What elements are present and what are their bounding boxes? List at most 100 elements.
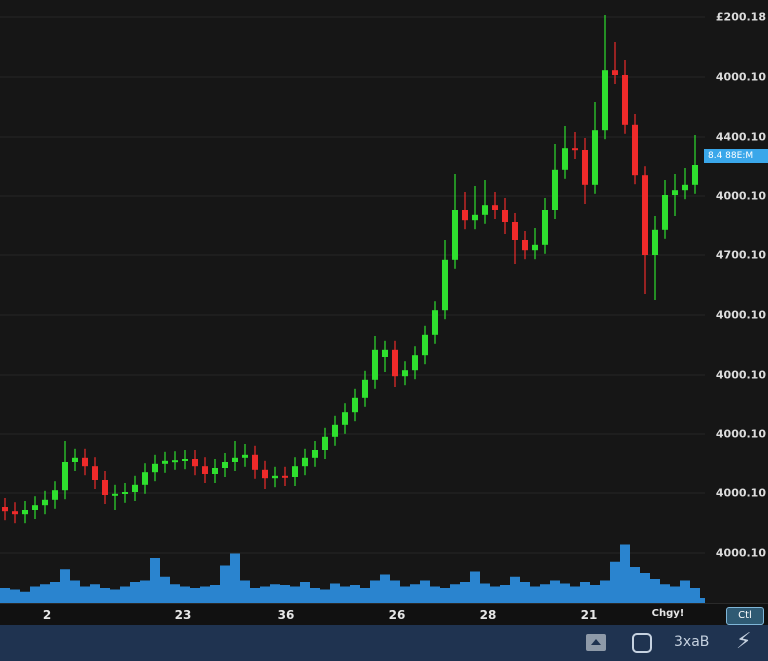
candle-body bbox=[222, 462, 228, 468]
volume-bar bbox=[410, 584, 420, 603]
candle-body bbox=[612, 70, 618, 75]
candle-body bbox=[302, 457, 308, 467]
candle-body bbox=[52, 490, 58, 500]
candle-body bbox=[362, 379, 368, 398]
candle-body bbox=[92, 466, 98, 480]
y-tick-label: 4000.10 bbox=[715, 427, 766, 441]
volume-bar bbox=[330, 583, 340, 603]
bottom-toolbar: 3xaB ⚡ bbox=[0, 625, 768, 661]
volume-bar bbox=[690, 588, 700, 603]
volume-bar bbox=[120, 586, 130, 603]
upload-icon[interactable] bbox=[586, 634, 606, 651]
candle-body bbox=[472, 214, 478, 221]
x-tick-label: 28 bbox=[479, 608, 497, 622]
candle-body bbox=[82, 457, 88, 467]
candle-body bbox=[2, 507, 8, 512]
y-tick-label: 4000.10 bbox=[715, 70, 766, 84]
volume-bar bbox=[100, 588, 110, 603]
volume-bar bbox=[140, 580, 150, 603]
candle-body bbox=[582, 150, 588, 185]
volume-bar bbox=[220, 565, 230, 603]
volume-bar bbox=[190, 588, 200, 603]
candle-body bbox=[522, 240, 528, 251]
volume-bar bbox=[590, 585, 600, 603]
candle-body bbox=[102, 480, 108, 495]
current-price-tag: 8.4 88E:M bbox=[704, 149, 768, 163]
text-tool-button[interactable]: 3xaB bbox=[674, 634, 710, 650]
volume-bar bbox=[640, 573, 650, 603]
x-tick-label: 2 bbox=[42, 608, 52, 622]
candle-body bbox=[502, 210, 508, 222]
volume-bar bbox=[570, 586, 580, 603]
volume-bar bbox=[110, 589, 120, 603]
candle-body bbox=[512, 222, 518, 240]
volume-bar bbox=[500, 585, 510, 603]
volume-bar bbox=[490, 586, 500, 603]
candle-body bbox=[572, 148, 578, 151]
candle-body bbox=[482, 205, 488, 215]
candle-body bbox=[142, 472, 148, 485]
y-tick-label: 4400.10 bbox=[715, 130, 766, 144]
volume-baseline bbox=[0, 598, 705, 603]
volume-bar bbox=[510, 576, 520, 603]
candlestick-chart[interactable] bbox=[0, 0, 768, 603]
candle-body bbox=[12, 511, 18, 515]
candle-body bbox=[172, 460, 178, 463]
candle-body bbox=[252, 454, 258, 470]
candle-body bbox=[672, 190, 678, 195]
candle-body bbox=[442, 259, 448, 311]
y-tick-label: 4000.10 bbox=[715, 189, 766, 203]
candle-body bbox=[532, 244, 538, 251]
volume-bar bbox=[20, 591, 30, 603]
candle-body bbox=[592, 130, 598, 185]
candle-body bbox=[642, 175, 648, 255]
volume-bar bbox=[680, 580, 690, 603]
candle-body bbox=[392, 349, 398, 377]
volume-bar bbox=[260, 586, 270, 603]
candle-body bbox=[552, 169, 558, 210]
volume-bar bbox=[60, 569, 70, 603]
volume-bar bbox=[290, 586, 300, 603]
volume-bar bbox=[170, 584, 180, 603]
candle-body bbox=[182, 459, 188, 461]
volume-bar bbox=[50, 582, 60, 603]
axis-settings-button[interactable]: Ctl bbox=[726, 607, 764, 625]
candle-body bbox=[32, 505, 38, 510]
square-icon[interactable] bbox=[632, 633, 652, 653]
volume-bar bbox=[270, 584, 280, 603]
volume-bar bbox=[10, 589, 20, 603]
candle-body bbox=[372, 349, 378, 380]
volume-bar bbox=[180, 586, 190, 603]
candle-body bbox=[622, 75, 628, 125]
volume-bar bbox=[660, 584, 670, 603]
volume-bar bbox=[320, 589, 330, 603]
candle-body bbox=[62, 462, 68, 491]
candle-body bbox=[682, 184, 688, 191]
volume-bar bbox=[610, 561, 620, 603]
volume-bar bbox=[540, 584, 550, 603]
candle-body bbox=[192, 459, 198, 467]
candle-body bbox=[602, 70, 608, 131]
candle-body bbox=[562, 148, 568, 170]
candle-body bbox=[242, 454, 248, 458]
candle-body bbox=[312, 450, 318, 458]
volume-bar bbox=[130, 582, 140, 603]
candle-body bbox=[22, 510, 28, 515]
volume-bar bbox=[600, 580, 610, 603]
volume-bar bbox=[550, 580, 560, 603]
y-tick-label: 4000.10 bbox=[715, 546, 766, 560]
candle-body bbox=[132, 484, 138, 492]
candle-body bbox=[432, 310, 438, 335]
candle-body bbox=[202, 466, 208, 474]
volume-bar bbox=[460, 582, 470, 603]
volume-bar bbox=[380, 574, 390, 603]
volume-bar bbox=[420, 580, 430, 603]
candle-body bbox=[272, 475, 278, 479]
candle-body bbox=[352, 397, 358, 413]
candle-body bbox=[692, 165, 698, 185]
y-tick-label: 4000.10 bbox=[715, 486, 766, 500]
volume-bar bbox=[630, 567, 640, 603]
candle-body bbox=[292, 466, 298, 477]
lightning-icon[interactable]: ⚡ bbox=[736, 629, 752, 654]
candle-body bbox=[232, 457, 238, 462]
